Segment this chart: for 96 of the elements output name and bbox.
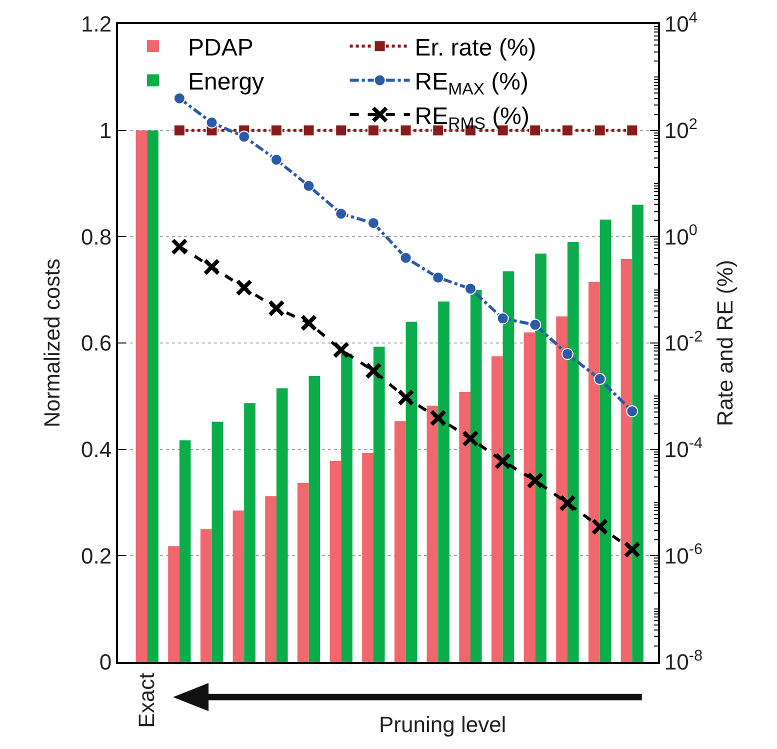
- bar: [438, 302, 450, 662]
- point: [335, 124, 348, 136]
- bar: [168, 546, 180, 662]
- point: [270, 124, 282, 136]
- y2-tick-label: 10$^{-2}$: [664, 328, 703, 356]
- point: [236, 279, 253, 296]
- point: [364, 362, 382, 380]
- bar: [556, 316, 568, 662]
- bar: [459, 392, 470, 662]
- bar: [620, 259, 632, 662]
- point: [268, 300, 285, 317]
- bar: [406, 322, 418, 662]
- bar: [394, 421, 406, 662]
- point: [561, 124, 574, 136]
- bar: [265, 496, 276, 662]
- point: [594, 373, 606, 386]
- point: [170, 238, 188, 256]
- point: [302, 124, 315, 136]
- bar: [297, 482, 309, 662]
- point: [173, 92, 186, 104]
- point: [626, 405, 638, 418]
- bar: [232, 510, 244, 662]
- y-tick-label: 0.4: [81, 437, 112, 462]
- bar: [308, 376, 320, 662]
- y2-tick-label: 10$^{4}$: [664, 9, 698, 37]
- point: [432, 124, 444, 136]
- y2-tick-label: 10$^{0}$: [664, 222, 698, 250]
- point: [591, 518, 608, 536]
- point: [332, 341, 350, 358]
- point: [367, 217, 380, 230]
- bar: [276, 388, 288, 662]
- point: [397, 389, 414, 406]
- y2-tick-label: 10$^{-4}$: [664, 434, 704, 462]
- legend-label: RE$_{RMS}$ (%): [414, 102, 530, 133]
- point: [494, 452, 512, 470]
- point: [558, 494, 576, 512]
- bar: [200, 529, 212, 662]
- y-tick-label: 1: [99, 118, 112, 144]
- bar: [470, 290, 482, 662]
- point: [238, 130, 250, 143]
- bar: [147, 130, 158, 662]
- bar: [491, 356, 503, 662]
- bar: [179, 440, 191, 662]
- point: [464, 282, 476, 295]
- bar: [502, 271, 514, 662]
- point: [302, 180, 315, 192]
- point: [624, 541, 641, 558]
- x-axis-title: Pruning level: [379, 712, 506, 737]
- bar: [341, 354, 352, 662]
- bar: [244, 403, 256, 662]
- point: [594, 124, 606, 136]
- point: [626, 124, 638, 136]
- bar: [426, 406, 438, 662]
- point: [561, 348, 574, 360]
- y-tick-label: 1.2: [81, 12, 112, 37]
- point: [529, 318, 542, 331]
- bar: [535, 254, 546, 662]
- point: [430, 409, 447, 426]
- point: [335, 208, 348, 220]
- bar: [600, 220, 612, 662]
- bar: [373, 346, 385, 662]
- y2-tick-label: 10$^{2}$: [664, 116, 698, 144]
- bar: [362, 453, 374, 662]
- point: [173, 124, 186, 136]
- point: [432, 272, 444, 284]
- legend-label: Er. rate (%): [414, 34, 536, 62]
- y-tick-label: 0.8: [81, 224, 112, 250]
- legend-label: PDAP: [188, 34, 254, 62]
- y2-axis-title: Rate and RE (%): [712, 260, 738, 426]
- y-axis-title: Normalized costs: [39, 258, 64, 428]
- bar: [136, 130, 148, 662]
- point: [300, 314, 318, 332]
- y-tick-label: 0.2: [81, 543, 112, 568]
- point: [526, 472, 544, 489]
- point: [462, 430, 479, 447]
- point: [367, 124, 380, 136]
- point: [529, 124, 542, 136]
- point: [400, 124, 412, 136]
- y-tick-label: 0: [99, 650, 112, 675]
- point: [400, 252, 412, 264]
- y-tick-label: 0.6: [81, 330, 112, 356]
- bar: [212, 422, 224, 662]
- bar: [330, 461, 342, 662]
- point: [203, 258, 220, 276]
- bar: [632, 204, 644, 662]
- legend-label: Energy: [188, 68, 264, 96]
- y2-tick-label: 10$^{-8}$: [664, 647, 703, 675]
- bar: [588, 282, 600, 662]
- y2-tick-label: 10$^{-6}$: [664, 541, 703, 568]
- bar: [567, 242, 579, 662]
- x-tick-label: Exact: [134, 672, 160, 728]
- bar: [524, 332, 536, 662]
- legend-label: RE$_{MAX}$ (%): [414, 68, 529, 99]
- point: [270, 154, 282, 166]
- point: [206, 116, 218, 129]
- point: [496, 312, 509, 324]
